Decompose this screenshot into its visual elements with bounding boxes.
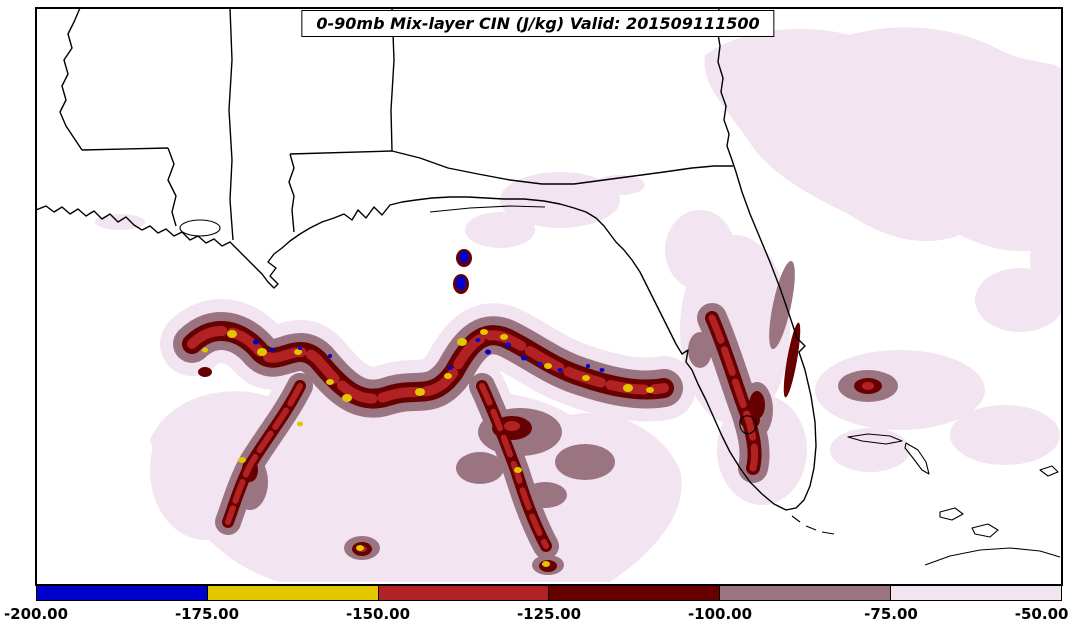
pearl-river-border	[167, 147, 177, 227]
colorbar-tick-label: -200.00	[3, 605, 69, 623]
colorbar-segment	[720, 586, 892, 600]
colorbar-tick-label: -150.00	[345, 605, 411, 623]
alabama-florida-border	[289, 150, 393, 155]
georgia-florida-border	[391, 150, 733, 185]
colorbar-segment	[207, 586, 379, 600]
colorbar-segment	[37, 586, 208, 600]
colorbar-ticks: -200.00 -175.00 -150.00 -125.00 -100.00 -75.0…	[4, 605, 1068, 627]
colorbar-tick-label: -75.00	[864, 605, 918, 623]
cin-level-blue	[253, 251, 605, 372]
gulf-atlantic-coastline	[36, 8, 817, 511]
islands	[791, 433, 1061, 566]
lake-okeechobee	[739, 415, 757, 435]
colorbar-segments	[36, 585, 1062, 601]
contour-fill-layer	[95, 27, 1062, 582]
coastline-layer	[36, 8, 1061, 566]
mississippi-alabama-border	[228, 8, 234, 241]
plot-title: 0-90mb Mix-layer CIN (J/kg) Valid: 20150…	[301, 10, 775, 37]
colorbar-tick-label: -175.00	[174, 605, 240, 623]
colorbar-tick-label: -125.00	[516, 605, 582, 623]
colorbar-segment	[549, 586, 721, 600]
barrier-islands	[429, 205, 546, 213]
colorbar-tick-label: -100.00	[687, 605, 753, 623]
colorbar-segment	[891, 586, 1061, 600]
cin-level-gold	[202, 329, 654, 567]
lake-pontchartrain	[179, 219, 221, 237]
perdido-river-border	[288, 153, 295, 233]
colorbar-segment	[378, 586, 550, 600]
louisiana-mississippi-border	[81, 147, 169, 151]
colorbar-tick-label: -50.00	[1014, 605, 1069, 623]
mississippi-river-border	[59, 8, 83, 151]
